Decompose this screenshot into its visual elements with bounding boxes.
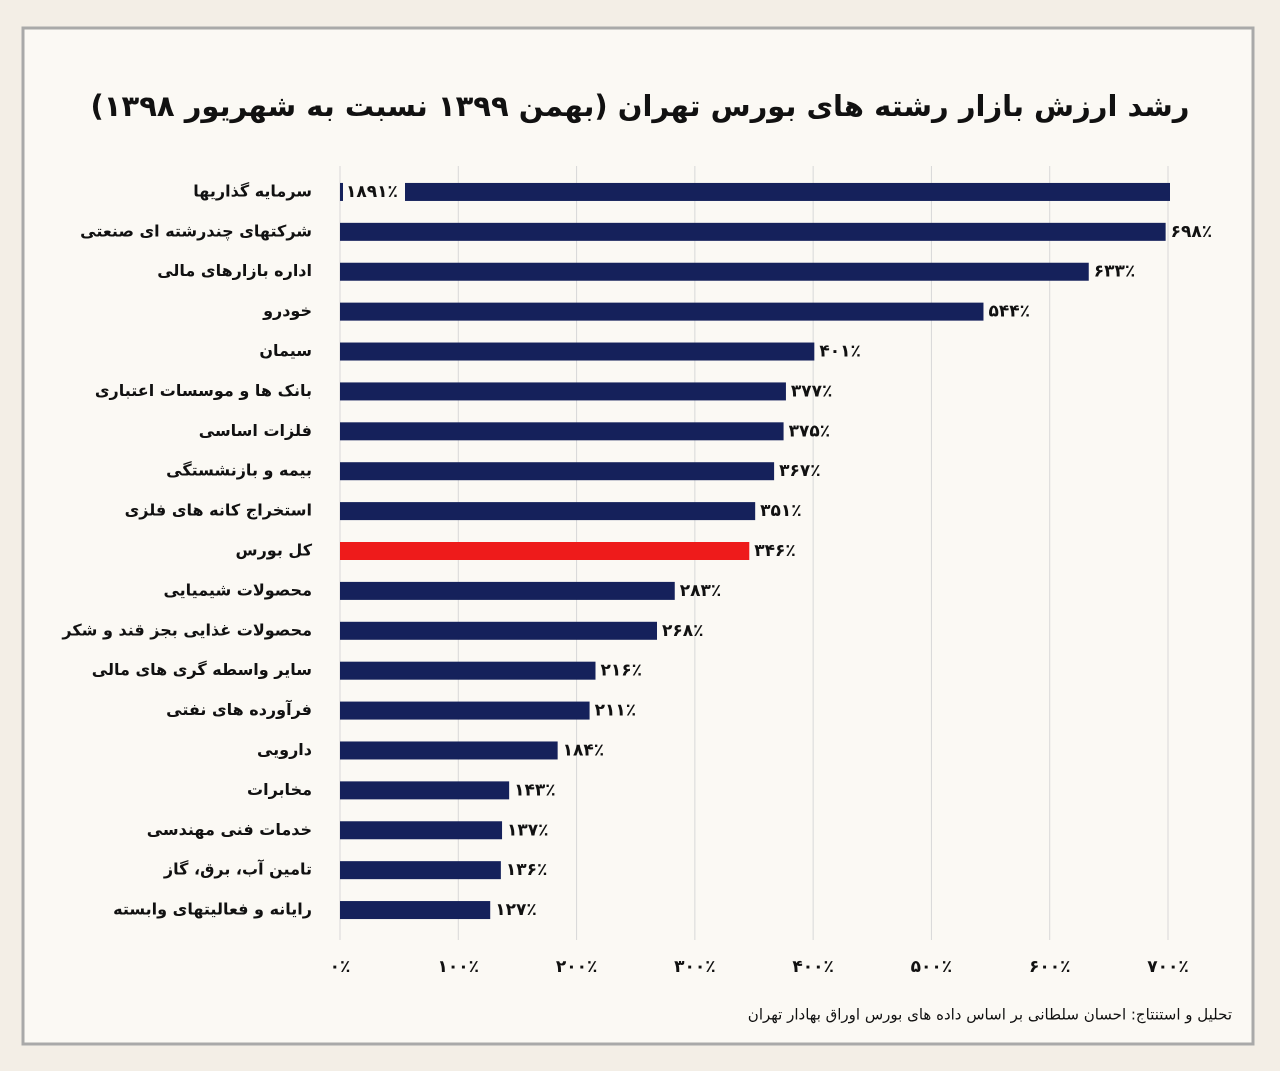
y-tick-label: خودرو xyxy=(262,301,312,320)
bar xyxy=(340,621,658,640)
x-tick-label: ۵۰۰٪ xyxy=(911,957,953,977)
value-label: ۱۴۳٪ xyxy=(514,780,556,800)
bar xyxy=(340,701,590,720)
bar xyxy=(340,302,984,321)
y-tick-label: سایر واسطه گری های مالی xyxy=(92,660,312,679)
bar xyxy=(340,502,756,521)
bar xyxy=(340,542,750,560)
value-label: ۲۶۸٪ xyxy=(662,621,704,641)
source-note: تحلیل و استنتاج: احسان سلطانی بر اساس دا… xyxy=(748,1006,1232,1025)
label-gap xyxy=(343,181,405,202)
y-tick-label: بیمه و بازنشستگی xyxy=(166,461,312,480)
x-tick-label: ۴۰۰٪ xyxy=(792,957,834,977)
y-tick-label: کل بورس xyxy=(236,541,313,560)
value-label: ۴۰۱٪ xyxy=(819,342,861,362)
bar xyxy=(340,861,501,880)
value-label: ۳۵۱٪ xyxy=(760,501,802,521)
value-label: ۲۱۱٪ xyxy=(595,701,637,721)
y-tick-label: مخابرات xyxy=(247,780,312,799)
y-tick-label: خدمات فنی مهندسی xyxy=(147,820,312,839)
value-label: ۱۳۶٪ xyxy=(506,860,548,880)
bar xyxy=(340,422,784,441)
x-tick-label: ۷۰۰٪ xyxy=(1147,957,1189,977)
y-tick-label: محصولات غذایی بجز قند و شکر xyxy=(61,620,312,639)
y-tick-label: بانک ها و موسسات اعتباری xyxy=(95,381,312,400)
x-tick-label: ۰٪ xyxy=(330,957,351,977)
bar xyxy=(340,741,558,760)
value-label: ۳۷۷٪ xyxy=(791,381,833,401)
bar xyxy=(340,462,775,481)
frame xyxy=(21,26,1255,1046)
bar xyxy=(340,222,1166,241)
bar xyxy=(340,342,815,361)
bar xyxy=(340,581,675,600)
value-label: ۲۱۶٪ xyxy=(600,661,642,681)
value-label: ۶۹۸٪ xyxy=(1171,222,1213,242)
x-tick-label: ۶۰۰٪ xyxy=(1029,957,1071,977)
value-label: ۱۸۴٪ xyxy=(563,740,605,760)
y-tick-label: دارویی xyxy=(257,740,312,759)
x-tick-label: ۳۰۰٪ xyxy=(674,957,716,977)
y-tick-label: فرآورده های نفتی xyxy=(166,699,312,719)
value-label: ۱۸۹۱٪ xyxy=(346,182,398,202)
bar xyxy=(340,382,786,401)
y-tick-label: سیمان xyxy=(259,341,312,360)
y-tick-label: سرمایه گذاریها xyxy=(193,181,312,200)
value-label: ۶۳۳٪ xyxy=(1094,262,1136,282)
bar xyxy=(340,821,503,840)
value-label: ۳۶۷٪ xyxy=(779,461,821,481)
y-tick-label: محصولات شیمیایی xyxy=(163,580,312,599)
chart-title: رشد ارزش بازار رشته های بورس تهران (بهمن… xyxy=(91,89,1190,123)
value-label: ۳۷۵٪ xyxy=(789,421,831,441)
bar xyxy=(340,262,1089,281)
y-tick-label: اداره بازارهای مالی xyxy=(157,261,312,280)
value-label: ۵۴۴٪ xyxy=(988,302,1030,322)
value-label: ۱۲۷٪ xyxy=(495,900,537,920)
y-tick-label: رایانه و فعالیتهای وابسته xyxy=(113,900,312,919)
bar xyxy=(340,901,491,920)
value-label: ۳۴۶٪ xyxy=(754,541,796,561)
y-tick-label: تامین آب، برق، گاز xyxy=(163,859,312,879)
x-tick-label: ۲۰۰٪ xyxy=(556,957,598,977)
value-label: ۲۸۳٪ xyxy=(680,581,722,601)
bar xyxy=(340,661,596,680)
bar xyxy=(340,781,510,800)
y-tick-label: شرکتهای چندرشته ای صنعتی xyxy=(80,221,312,241)
y-tick-label: فلزات اساسی xyxy=(199,421,312,440)
bar xyxy=(340,182,1170,201)
y-tick-label: استخراج کانه های فلزی xyxy=(125,501,312,520)
value-label: ۱۳۷٪ xyxy=(507,820,549,840)
x-tick-label: ۱۰۰٪ xyxy=(438,957,480,977)
